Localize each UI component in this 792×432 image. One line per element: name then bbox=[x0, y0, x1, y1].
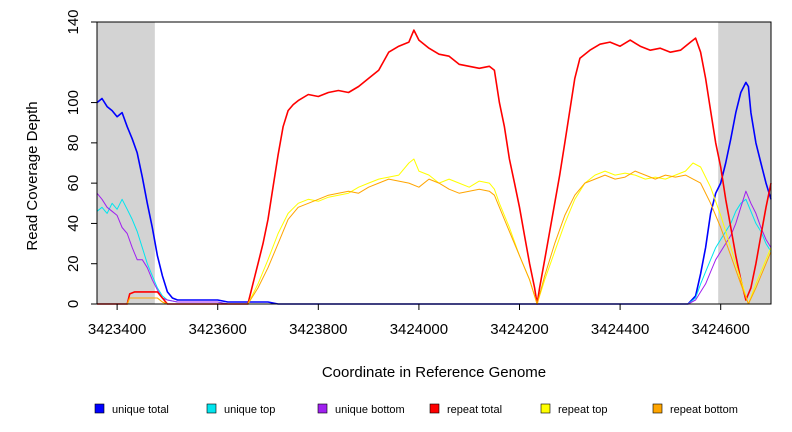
shaded-regions bbox=[97, 22, 771, 304]
x-axis-title: Coordinate in Reference Genome bbox=[322, 364, 546, 381]
y-tick-label: 20 bbox=[65, 255, 82, 272]
x-tick-label: 3423800 bbox=[289, 321, 347, 338]
x-tick-label: 3424400 bbox=[591, 321, 649, 338]
shaded-region-1 bbox=[718, 22, 771, 304]
x-axis: 3423400 3423600 3423800 3424000 3424200 34244… bbox=[88, 304, 750, 338]
legend-label-repeat-top: repeat top bbox=[558, 404, 608, 416]
plot-frame bbox=[96, 21, 772, 305]
series-line-repeat-bottom bbox=[97, 170, 772, 305]
legend-swatch-unique-total bbox=[94, 403, 105, 414]
series-line-unique-top bbox=[96, 198, 772, 305]
x-tick-label: 3423400 bbox=[88, 321, 146, 338]
legend-swatch-repeat-bottom bbox=[652, 403, 663, 414]
legend-label-unique-top: unique top bbox=[224, 404, 275, 416]
y-tick-label: 80 bbox=[65, 135, 82, 152]
y-tick-label: 40 bbox=[65, 215, 82, 232]
x-tick-label: 3424000 bbox=[390, 321, 448, 338]
legend-label-repeat-total: repeat total bbox=[447, 404, 502, 416]
legend: unique total unique top unique bottom repea… bbox=[94, 403, 738, 416]
series-line-repeat-total bbox=[97, 29, 772, 305]
x-tick-label: 3423600 bbox=[189, 321, 247, 338]
y-axis-title: Read Coverage Depth bbox=[24, 101, 41, 250]
x-tick-label: 3424200 bbox=[490, 321, 548, 338]
legend-label-repeat-bottom: repeat bottom bbox=[670, 404, 738, 416]
y-tick-label: 60 bbox=[65, 175, 82, 192]
series-line-unique-bottom bbox=[96, 190, 772, 305]
y-tick-label: 140 bbox=[65, 9, 82, 34]
x-tick-label: 3424600 bbox=[691, 321, 749, 338]
legend-swatch-unique-bottom bbox=[317, 403, 328, 414]
legend-swatch-repeat-top bbox=[540, 403, 551, 414]
y-tick-label: 100 bbox=[65, 90, 82, 115]
legend-swatch-unique-top bbox=[206, 403, 217, 414]
legend-label-unique-bottom: unique bottom bbox=[335, 404, 405, 416]
series-lines bbox=[96, 29, 772, 305]
y-axis: 0 20 40 60 80 100 140 bbox=[65, 9, 97, 308]
series-line-unique-total bbox=[96, 81, 772, 305]
series-line-repeat-top bbox=[97, 158, 772, 305]
legend-swatch-repeat-total bbox=[429, 403, 440, 414]
legend-label-unique-total: unique total bbox=[112, 404, 169, 416]
y-tick-label: 0 bbox=[65, 300, 82, 308]
